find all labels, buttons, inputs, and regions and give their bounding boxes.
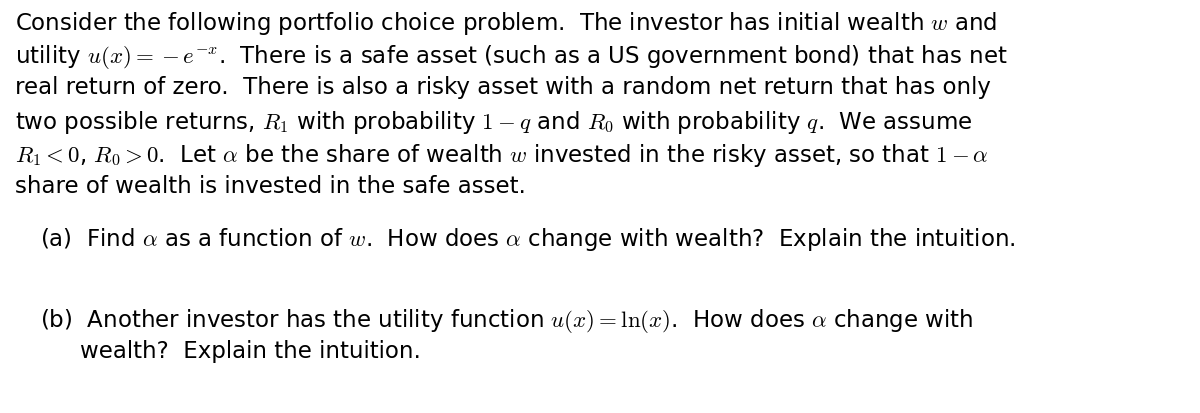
Text: two possible returns, $R_1$ with probability $1-q$ and $R_0$ with probability $q: two possible returns, $R_1$ with probabi… xyxy=(14,109,972,136)
Text: utility $u(x) = -e^{-x}$.  There is a safe asset (such as a US government bond) : utility $u(x) = -e^{-x}$. There is a saf… xyxy=(14,43,1008,71)
Text: (b)  Another investor has the utility function $u(x) = \ln(x)$.  How does $\alph: (b) Another investor has the utility fun… xyxy=(40,306,973,334)
Text: real return of zero.  There is also a risky asset with a random net return that : real return of zero. There is also a ris… xyxy=(14,76,991,99)
Text: Consider the following portfolio choice problem.  The investor has initial wealt: Consider the following portfolio choice … xyxy=(14,10,997,37)
Text: wealth?  Explain the intuition.: wealth? Explain the intuition. xyxy=(80,339,421,362)
Text: share of wealth is invested in the safe asset.: share of wealth is invested in the safe … xyxy=(14,175,526,197)
Text: $R_1 < 0$, $R_0 > 0$.  Let $\alpha$ be the share of wealth $w$ invested in the r: $R_1 < 0$, $R_0 > 0$. Let $\alpha$ be th… xyxy=(14,142,989,169)
Text: (a)  Find $\alpha$ as a function of $w$.  How does $\alpha$ change with wealth? : (a) Find $\alpha$ as a function of $w$. … xyxy=(40,225,1015,252)
